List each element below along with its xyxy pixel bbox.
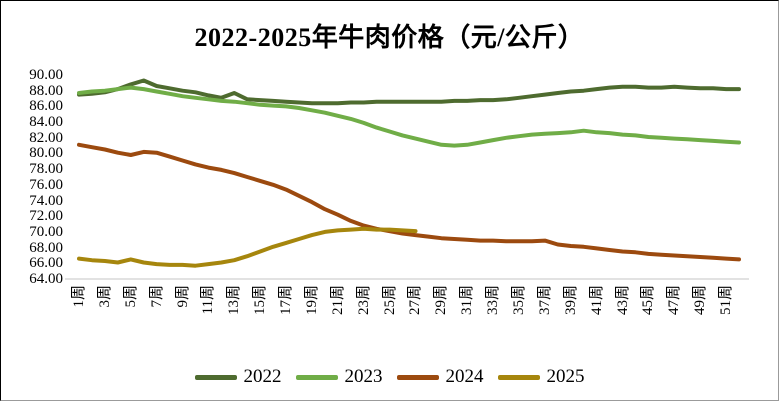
x-axis-tick-label: 33周 [485,285,502,316]
y-axis-tick-label: 70.00 [29,223,63,240]
y-axis-tick-label: 78.00 [29,161,63,178]
legend-swatch-2022 [194,374,237,380]
legend-label-2023: 2023 [344,366,383,387]
y-axis-tick-label: 64.00 [29,271,63,287]
series-line-2024 [77,142,741,262]
x-axis-tick-label: 51周 [718,285,735,316]
y-axis-tick-label: 74.00 [29,192,63,209]
y-axis-tick-label: 88.00 [29,82,63,99]
chart-title: 2022-2025年牛肉价格（元/公斤） [194,23,585,52]
legend-label-2025: 2025 [546,366,585,387]
x-axis-tick-label: 25周 [381,285,398,316]
x-axis-tick-label: 27周 [407,285,424,316]
y-axis-tick-label: 84.00 [29,114,63,131]
x-axis-tick-label: 31周 [459,285,476,316]
y-axis-tick-label: 68.00 [29,239,63,256]
x-axis-tick-label: 35周 [511,285,527,316]
legend-item-2023: 2023 [295,366,383,388]
x-axis-tick-label: 21周 [329,285,346,316]
legend-label-2024: 2024 [445,366,484,387]
y-axis-tick-label: 76.00 [29,176,63,193]
x-axis-tick-label: 45周 [640,285,657,316]
x-axis-tick-label: 23周 [355,285,372,316]
x-axis-tick-label: 41周 [588,285,605,316]
legend-swatch-2025 [497,374,540,380]
x-axis-tick-label: 47周 [666,285,683,316]
series-line-2025 [77,226,418,268]
y-axis-tick-label: 72.00 [29,208,63,225]
x-axis-tick-label: 3周 [96,285,113,308]
legend: 2022 2023 2024 2025 [1,366,778,388]
series-line-2022 [77,78,741,106]
x-axis-tick-label: 9周 [174,285,191,308]
x-axis-tick-label: 37周 [536,285,553,316]
y-axis-tick-label: 90.00 [29,67,63,83]
legend-label-2022: 2022 [243,366,282,387]
legend-swatch-2024 [396,374,439,380]
x-axis-tick-label: 19周 [303,285,320,316]
x-axis-tick-label: 7周 [148,285,165,308]
x-axis-tick-label: 43周 [614,285,631,316]
x-axis-tick-label: 39周 [562,285,579,316]
x-axis-tick-label: 49周 [692,285,709,316]
x-axis-tick-label: 15周 [252,285,269,316]
y-axis-tick-label: 66.00 [29,255,63,272]
x-axis-tick-label: 1周 [71,285,87,308]
series-line-2023 [77,85,741,148]
x-axis-tick-label: 11周 [200,285,217,315]
legend-swatch-2023 [295,374,338,380]
x-axis-tick-label: 13周 [226,285,243,316]
legend-item-2022: 2022 [194,366,282,388]
x-axis-tick-label: 5周 [122,285,139,308]
legend-item-2025: 2025 [497,366,585,388]
y-axis-tick-label: 82.00 [29,129,63,146]
y-axis-tick-label: 86.00 [29,98,63,115]
x-axis-tick-label: 17周 [278,285,295,316]
y-axis-tick-label: 80.00 [29,145,63,162]
x-axis-tick-label: 29周 [433,285,450,316]
legend-item-2024: 2024 [396,366,484,388]
